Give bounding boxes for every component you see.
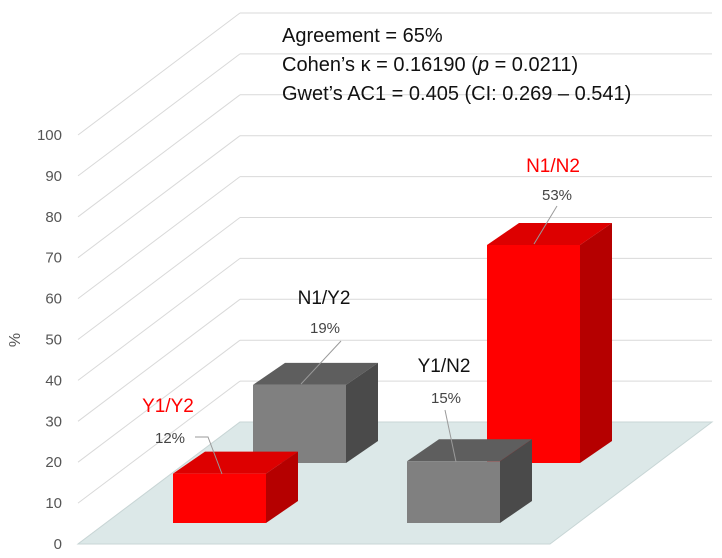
bar-Y1-Y2 xyxy=(173,451,298,523)
y-tick-label-20: 20 xyxy=(45,454,62,471)
y-tick-label-100: 100 xyxy=(37,127,62,144)
y-tick-label-50: 50 xyxy=(45,332,62,349)
category-label-Y1-N2: Y1/N2 xyxy=(418,356,471,377)
gridline-diagonal-100 xyxy=(77,12,241,136)
gridline-diagonal-40 xyxy=(77,258,241,381)
bar-front-face xyxy=(253,384,346,463)
bar-labels: Y1/Y2 12% N1/Y2 19% Y1/N2 15% N1/N2 53% xyxy=(142,156,580,475)
bar-top-face xyxy=(407,439,532,462)
gridline-diagonal-90 xyxy=(77,53,241,177)
bar-N1-N2 xyxy=(487,223,612,463)
annotation-line-1: Agreement = 65% xyxy=(282,25,443,47)
annotation-line-2: Cohen’s κ = 0.16190 (p = 0.0211) xyxy=(282,54,578,76)
category-label-N1-N2: N1/N2 xyxy=(526,156,580,177)
value-label-Y1-N2: 15% xyxy=(431,390,461,407)
gridline-diagonal-20 xyxy=(77,339,241,463)
y-tick-label-80: 80 xyxy=(45,209,62,226)
y-tick-label-10: 10 xyxy=(45,495,62,512)
bar-top-face xyxy=(173,451,298,474)
value-label-N1-Y2: 19% xyxy=(310,320,340,337)
y-tick-label-60: 60 xyxy=(45,291,62,308)
leader-line xyxy=(444,409,457,463)
bar-front-face xyxy=(487,245,580,463)
bar-top-face xyxy=(487,223,612,245)
category-label-N1-Y2: N1/Y2 xyxy=(298,288,351,309)
bar-top-face xyxy=(253,362,378,385)
annotation-line-3: Gwet’s AC1 = 0.405 (CI: 0.269 – 0.541) xyxy=(282,83,631,105)
category-label-Y1-Y2: Y1/Y2 xyxy=(142,396,194,417)
leader-line xyxy=(195,436,223,475)
leader-line xyxy=(533,205,558,245)
stats-annotation: Agreement = 65% Cohen’s κ = 0.16190 (p = … xyxy=(282,25,631,105)
bar-N1-Y2 xyxy=(253,362,378,463)
gridline-diagonal-60 xyxy=(77,176,241,299)
y-axis-label: % xyxy=(7,333,24,347)
bar-front-face xyxy=(407,461,500,523)
bar-side-face xyxy=(500,439,532,523)
bar-side-face xyxy=(346,362,378,463)
chart-back-wall xyxy=(77,12,712,545)
y-tick-label-30: 30 xyxy=(45,413,62,430)
y-axis-ticks: 0 10 20 30 40 50 60 70 80 90 100 xyxy=(37,127,62,553)
bar-front-face xyxy=(173,473,266,523)
gridline-diagonal-70 xyxy=(77,135,241,259)
leader-line xyxy=(300,340,342,385)
gridline-diagonal-80 xyxy=(77,94,241,218)
bar-side-face xyxy=(580,223,612,463)
y-tick-label-0: 0 xyxy=(54,536,62,553)
gridline-diagonal-50 xyxy=(77,217,241,340)
gridline-diagonal-10 xyxy=(77,380,241,504)
bar-Y1-N2 xyxy=(407,439,532,523)
y-tick-label-70: 70 xyxy=(45,250,62,267)
value-label-Y1-Y2: 12% xyxy=(155,430,185,447)
value-label-N1-N2: 53% xyxy=(542,187,572,204)
y-tick-label-90: 90 xyxy=(45,168,62,185)
bar-side-face xyxy=(266,451,298,523)
bars xyxy=(173,223,612,523)
gridline-diagonal-30 xyxy=(77,298,241,422)
y-tick-label-40: 40 xyxy=(45,372,62,389)
